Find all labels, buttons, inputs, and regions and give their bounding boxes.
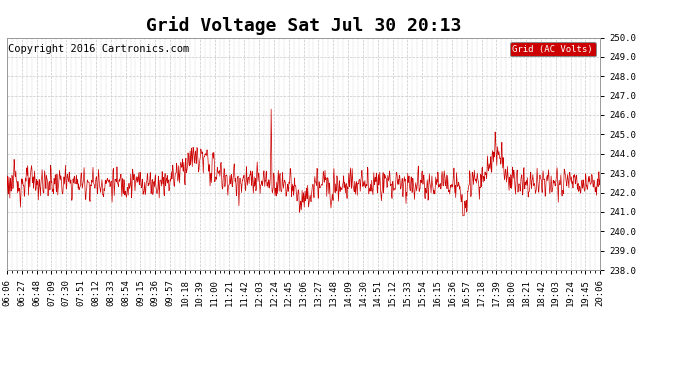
Text: Copyright 2016 Cartronics.com: Copyright 2016 Cartronics.com xyxy=(8,45,189,54)
Title: Grid Voltage Sat Jul 30 20:13: Grid Voltage Sat Jul 30 20:13 xyxy=(146,16,462,34)
Legend: Grid (AC Volts): Grid (AC Volts) xyxy=(510,42,595,56)
